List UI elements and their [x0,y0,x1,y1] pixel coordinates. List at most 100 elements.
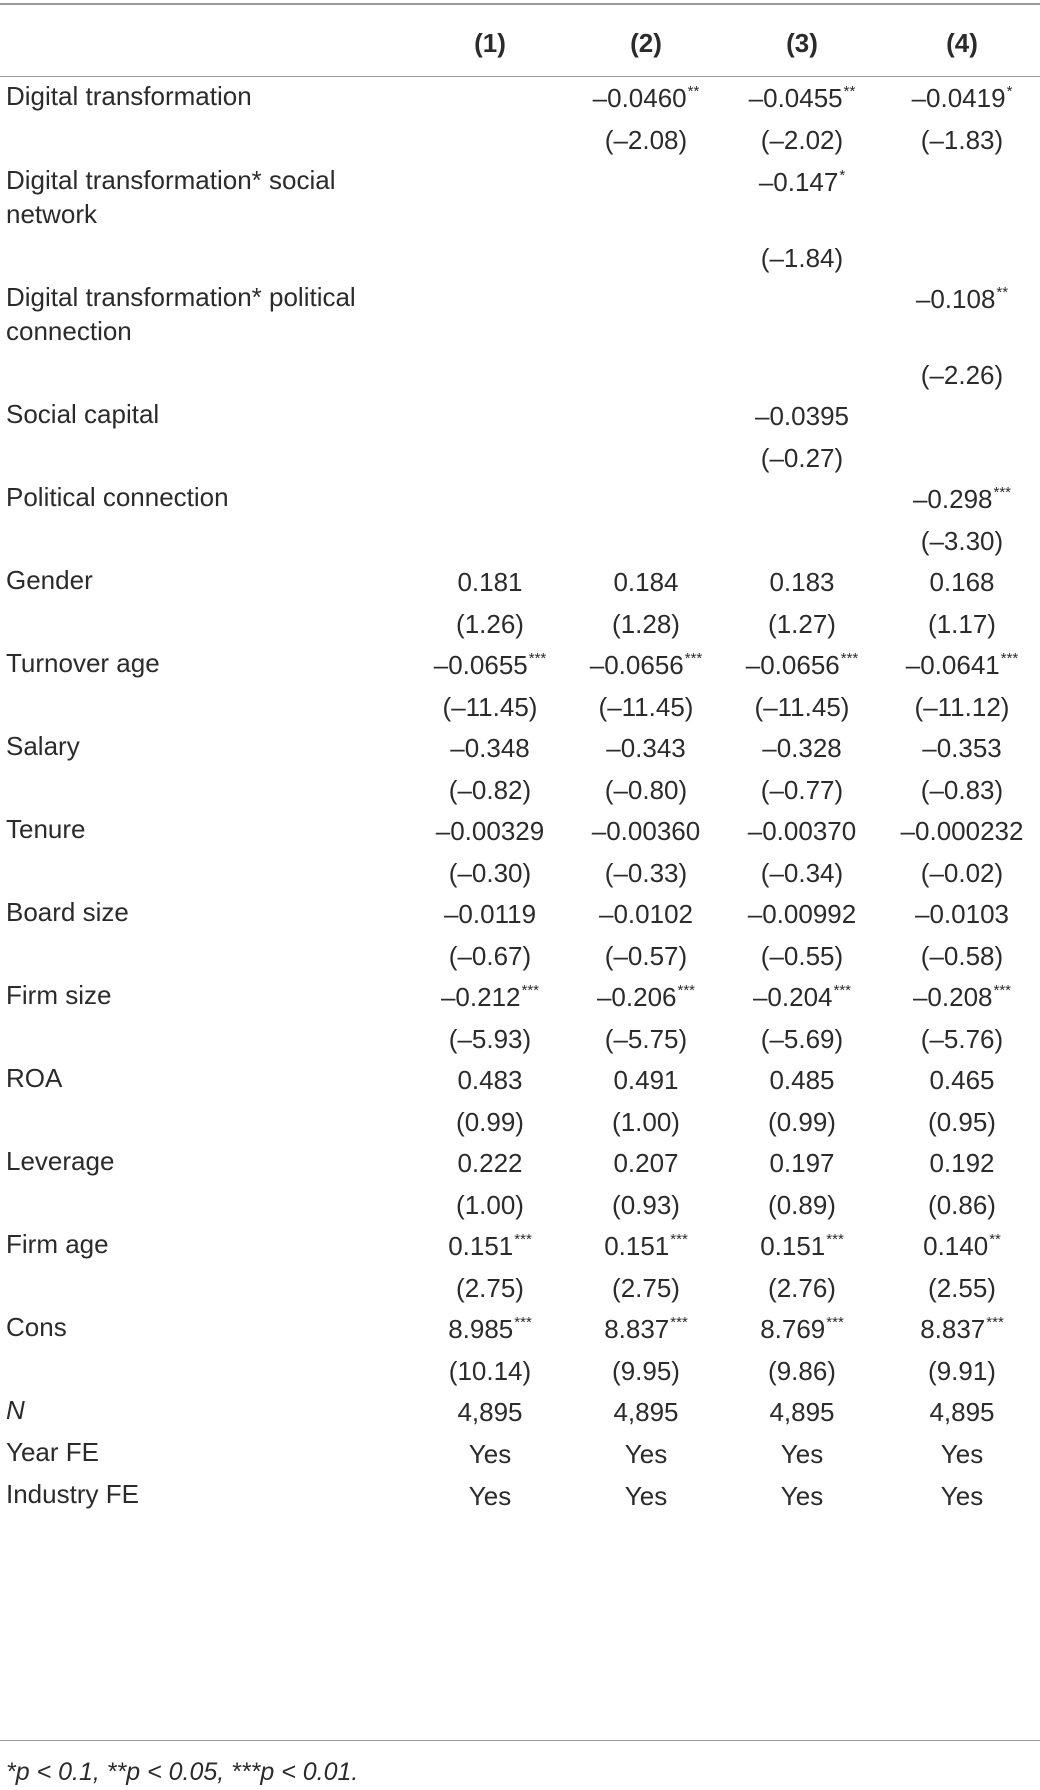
table-cell: (–0.33) [568,854,724,892]
cell-value: Yes [780,1439,824,1469]
row-label: Industry FE [6,1479,139,1509]
cell-value: –0.0119 [443,899,537,929]
table-cell: 0.222 [412,1144,568,1182]
cell-value: –0.147 [758,167,839,197]
cell-value: –0.206 [596,982,677,1012]
cell-value: (–0.30) [448,858,532,888]
header-col-4: (4) [946,28,978,58]
cell-value: (–0.55) [760,941,844,971]
table-cell: –0.206*** [568,978,724,1016]
cell-value: –0.348 [450,733,530,763]
significance-stars: ** [996,284,1009,301]
table-cell: (–2.26) [884,356,1040,394]
table-cell: (–1.84) [724,239,880,277]
cell-value: 4,895 [457,1397,523,1427]
table-cell: –0.00360 [568,812,724,850]
header-col-2: (2) [630,28,662,58]
cell-value: –0.000232 [900,816,1024,846]
table-cell: (–3.30) [884,522,1040,560]
table-cell: 0.151*** [412,1227,568,1265]
table-cell: (–11.45) [568,688,724,726]
cell-value: –0.0103 [915,899,1009,929]
cell-value: –0.0656 [589,650,684,680]
table-cell: 0.491 [568,1061,724,1099]
table-cell: (–0.02) [884,854,1040,892]
cell-value: Yes [780,1481,824,1511]
table-cell: (–0.27) [724,439,880,477]
cell-value: 8.769 [760,1314,826,1344]
cell-value: 8.985 [448,1314,514,1344]
cell-value: –0.0455 [748,83,843,113]
cell-value: (–0.77) [760,775,844,805]
cell-value: (–1.84) [760,243,844,273]
cell-value: –0.0460 [592,83,687,113]
significance-stars: *** [826,1314,844,1331]
significance-stars: *** [670,1314,688,1331]
cell-value: (–5.69) [760,1024,844,1054]
significance-stars: *** [684,650,703,667]
row-label: Digital transformation* social network [6,165,336,229]
table-cell: (2.76) [724,1269,880,1307]
table-cell: 0.140** [884,1227,1040,1265]
table-cell: (1.27) [724,605,880,643]
cell-value: (–5.93) [448,1024,532,1054]
cell-value: –0.00370 [747,816,857,846]
cell-value: (0.99) [456,1107,524,1137]
table-cell: (–11.12) [884,688,1040,726]
significance-stars: ** [989,1231,1001,1248]
table-cell: Yes [412,1477,568,1515]
table-cell: 8.837*** [568,1310,724,1348]
table-cell: (1.17) [884,605,1040,643]
table-cell: (1.28) [568,605,724,643]
cell-value: (1.17) [928,609,996,639]
cell-value: –0.0102 [599,899,693,929]
table-cell: –0.0395 [724,397,880,435]
table-cell: 8.985*** [412,1310,568,1348]
cell-value: 8.837 [604,1314,670,1344]
cell-value: –0.298 [912,484,993,514]
cell-value: –0.0419 [911,83,1006,113]
table-cell: –0.147* [724,163,880,201]
cell-value: (2.55) [928,1273,996,1303]
row-label: Tenure [6,814,86,844]
cell-value: (–3.30) [920,526,1004,556]
cell-value: 0.483 [457,1065,523,1095]
cell-value: 4,895 [929,1397,995,1427]
table-cell: (–5.75) [568,1020,724,1058]
table-cell: (–0.83) [884,771,1040,809]
cell-value: (1.26) [456,609,524,639]
significance-stars: *** [528,650,547,667]
cell-value: –0.0641 [905,650,1000,680]
table-cell: Yes [724,1477,880,1515]
cell-value: Yes [624,1481,668,1511]
table-cell: Yes [884,1435,1040,1473]
table-cell: –0.0103 [884,895,1040,933]
cell-value: (0.89) [768,1190,836,1220]
table-cell: –0.204*** [724,978,880,1016]
cell-value: –0.204 [752,982,833,1012]
row-label: Firm size [6,980,112,1010]
table-cell: 0.192 [884,1144,1040,1182]
cell-value: (1.00) [612,1107,680,1137]
table-top-rule [0,3,1040,5]
row-label: Gender [6,565,93,595]
cell-value: (–0.02) [920,858,1004,888]
cell-value: (–11.12) [914,692,1010,722]
cell-value: (9.95) [612,1356,680,1386]
cell-value: (–0.33) [604,858,688,888]
table-cell: (1.00) [412,1186,568,1224]
table-cell: Yes [568,1477,724,1515]
table-cell: 4,895 [412,1393,568,1431]
cell-value: –0.00360 [591,816,701,846]
table-cell: 8.837*** [884,1310,1040,1348]
cell-value: –0.00992 [747,899,857,929]
table-cell: 0.485 [724,1061,880,1099]
cell-value: 0.184 [613,567,679,597]
table-footnote: *p < 0.1, **p < 0.05, ***p < 0.01. [6,1758,359,1786]
cell-value: Yes [940,1481,984,1511]
table-cell: (1.26) [412,605,568,643]
cell-value: (1.00) [456,1190,524,1220]
cell-value: 0.140 [923,1231,989,1261]
table-cell: –0.0656*** [724,646,880,684]
cell-value: 0.151 [760,1231,826,1261]
